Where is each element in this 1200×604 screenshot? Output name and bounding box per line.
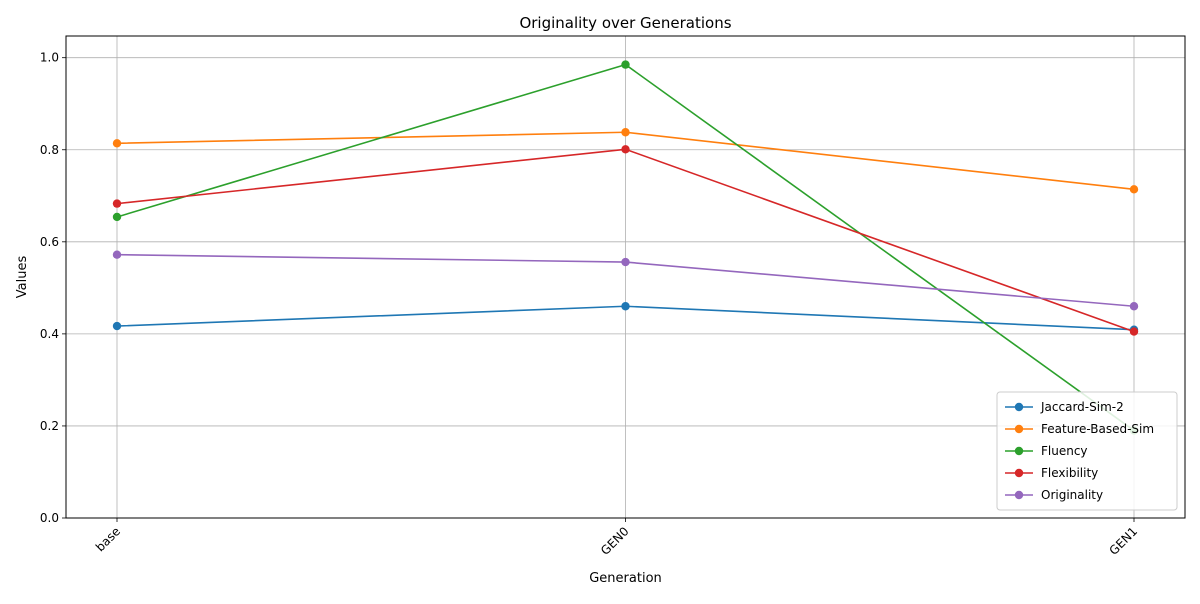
legend-entry-label: Feature-Based-Sim xyxy=(1041,422,1154,436)
legend: Jaccard-Sim-2 Feature-Based-Sim Fluency Fle… xyxy=(996,391,1178,511)
y-tick-label: 0.2 xyxy=(40,419,59,433)
y-tick-label: 1.0 xyxy=(40,51,59,65)
legend-marker xyxy=(1014,490,1024,500)
legend-marker xyxy=(1014,402,1024,412)
x-axis-label: Generation xyxy=(589,571,662,586)
chart-title: Originality over Generations xyxy=(519,14,731,32)
series-group xyxy=(112,60,1139,435)
data-point xyxy=(112,321,122,331)
y-axis-label: Values xyxy=(15,256,30,299)
legend-box xyxy=(996,391,1178,511)
y-tick-label: 0.8 xyxy=(40,143,59,157)
data-point xyxy=(621,128,630,137)
data-point xyxy=(621,145,630,154)
legend-entry-label: Originality xyxy=(1041,488,1103,502)
legend-entry-label: Jaccard-Sim-2 xyxy=(1040,400,1124,414)
data-point xyxy=(621,302,630,311)
data-point xyxy=(1129,185,1139,194)
y-tick-label: 0.0 xyxy=(40,511,59,525)
legend-entry-label: Flexibility xyxy=(1041,466,1098,480)
data-point xyxy=(621,60,630,69)
legend-marker xyxy=(1014,468,1024,478)
legend-entry-label: Fluency xyxy=(1041,444,1088,458)
data-point xyxy=(112,199,122,208)
y-tick-label: 0.4 xyxy=(40,327,59,341)
data-point xyxy=(1129,302,1139,311)
data-point xyxy=(112,250,122,259)
y-tick-label: 0.6 xyxy=(40,235,59,249)
data-point xyxy=(112,139,122,148)
data-point xyxy=(112,212,122,222)
legend-marker xyxy=(1014,446,1024,456)
legend-marker xyxy=(1014,424,1024,434)
data-point xyxy=(621,257,630,267)
data-point xyxy=(1129,327,1139,336)
